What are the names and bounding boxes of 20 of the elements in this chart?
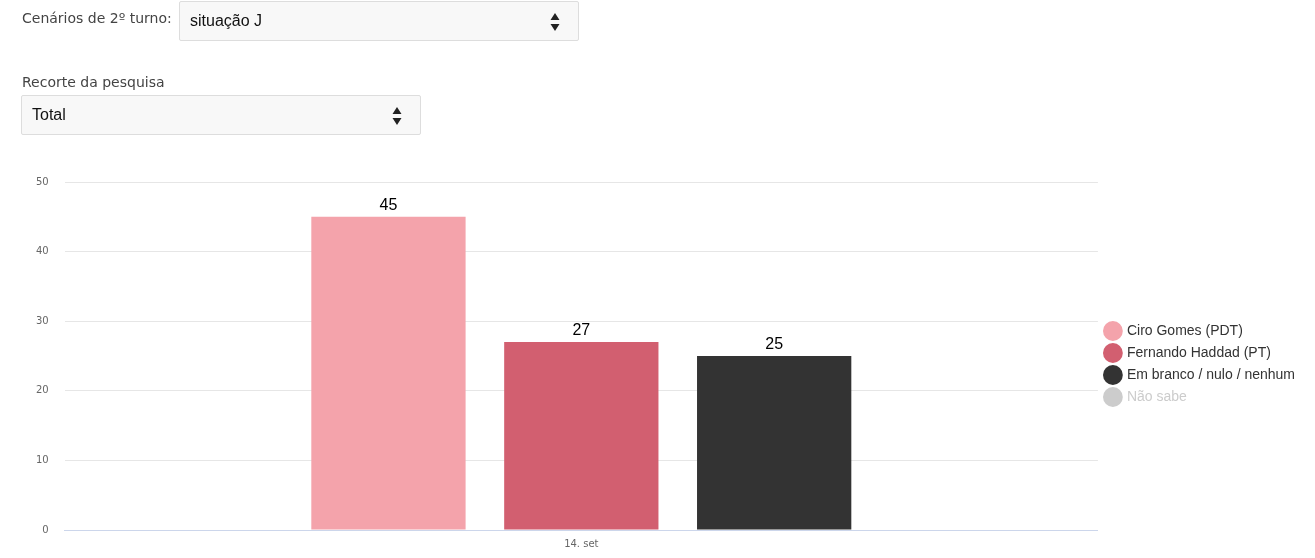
data-label: 25 [765, 335, 784, 353]
legend-label: Fernando Haddad (PT) [1126, 343, 1271, 360]
legend-label: Ciro Gomes (PDT) [1126, 321, 1243, 338]
y-tick-label: 0 [42, 523, 49, 535]
text: situação J [190, 12, 263, 30]
x-tick-label: 14. set [564, 537, 599, 549]
text: Cenários de 2º turno: [22, 10, 172, 26]
text: Total [32, 106, 66, 124]
bar [504, 342, 659, 530]
legend-label: Em branco / nulo / nenhum [1126, 365, 1296, 382]
y-tick-label: 30 [35, 314, 49, 326]
y-tick-label: 10 [35, 453, 49, 465]
text: Recorte da pesquisa [22, 74, 165, 90]
data-label: 27 [572, 321, 591, 339]
y-tick-label: 50 [35, 175, 49, 187]
y-tick-label: 20 [35, 384, 49, 396]
y-tick-label: 40 [35, 245, 49, 257]
bar [697, 356, 852, 530]
data-label: 45 [379, 196, 398, 214]
bar [311, 216, 466, 530]
